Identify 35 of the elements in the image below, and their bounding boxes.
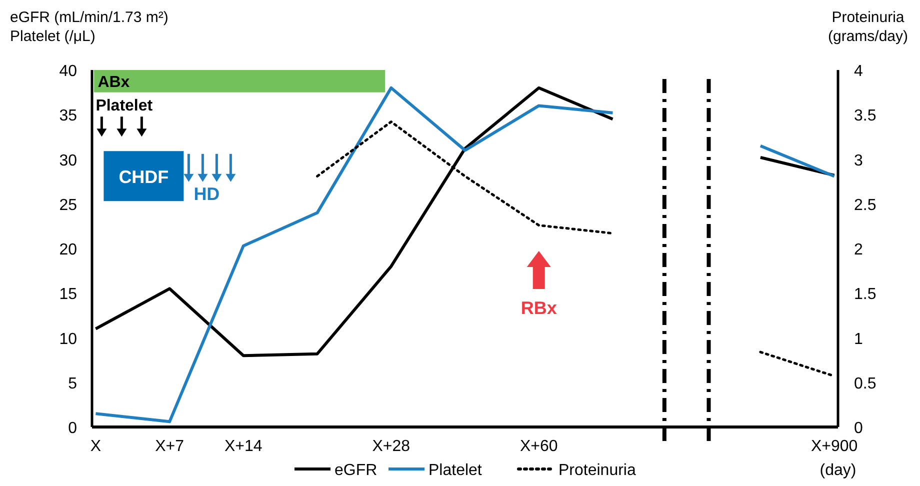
x-tick-label: X+28 [372, 438, 410, 455]
y2-tick-label: 3 [854, 152, 863, 170]
x-tick-label: X [90, 438, 102, 455]
y2-tick-label: 0.5 [854, 375, 876, 392]
x-tick-label: X+7 [155, 438, 184, 455]
y-tick-label: 20 [59, 242, 78, 258]
y-axis-title: eGFR (mL/min/1.73 m²) Platelet (/μL) [10, 9, 168, 45]
y-tick-label: 30 [59, 152, 78, 170]
x-axis-title: (day) [820, 462, 856, 479]
y2-tick-label: 1 [854, 330, 863, 348]
y-tick-label: 0 [68, 420, 78, 437]
x-tick-label: X+900 [810, 438, 858, 455]
y2-tick-label: 3.5 [854, 108, 876, 125]
band-label: ABx [98, 74, 130, 91]
y-tick-label: 40 [59, 63, 78, 80]
y-tick-label: 25 [59, 196, 78, 214]
annotation: RBx [520, 298, 557, 318]
y2-tick-label: 2.5 [854, 196, 876, 214]
annotation: HD [194, 184, 220, 204]
legend-label: Proteinuria [558, 462, 636, 479]
legend-label: eGFR [334, 462, 378, 479]
legend-label: Platelet [428, 462, 482, 479]
y-tick-label: 10 [59, 330, 78, 348]
y-tick-label: 5 [68, 375, 78, 392]
y2-tick-label: 0 [854, 420, 863, 437]
y2-tick-label: 2 [854, 242, 863, 258]
annotation: Platelet [96, 98, 154, 115]
y2-axis-title: Proteinuria (grams/day) [828, 9, 908, 45]
x-tick-label: X+14 [224, 438, 262, 455]
annotation: CHDF [118, 167, 169, 188]
y2-tick-label: 4 [854, 63, 863, 80]
y-tick-label: 35 [59, 108, 78, 125]
y-tick-label: 15 [59, 286, 78, 304]
x-tick-label: X+60 [520, 438, 558, 455]
y2-tick-label: 1.5 [854, 286, 876, 304]
